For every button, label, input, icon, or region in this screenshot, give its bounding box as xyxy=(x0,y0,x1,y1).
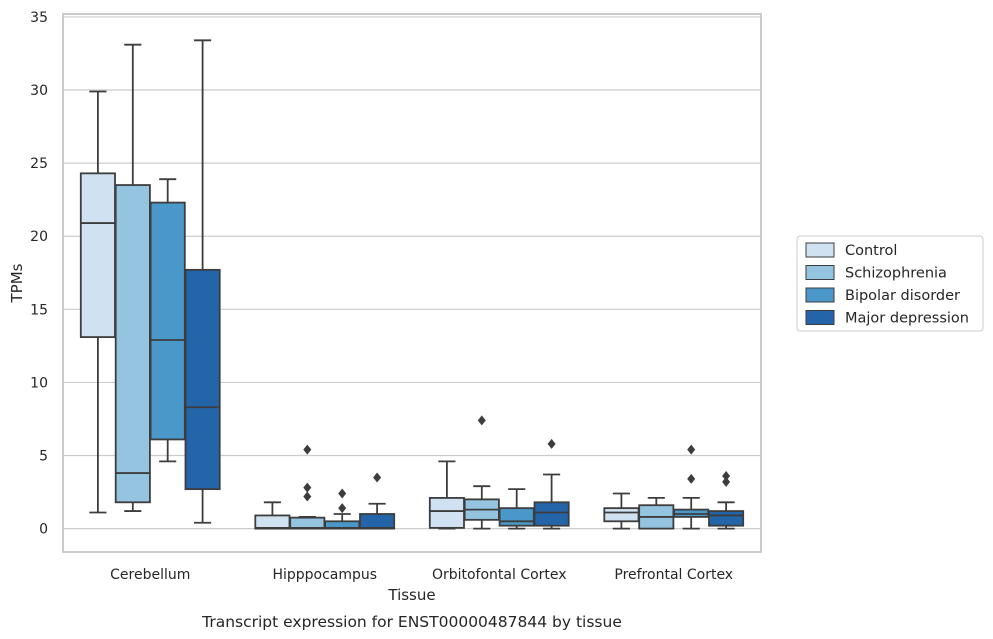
legend: Control Schizophrenia Bipolar disorder Majo… xyxy=(796,235,984,332)
outlier-marker xyxy=(687,444,696,455)
box xyxy=(254,514,291,530)
outlier-marker xyxy=(477,415,486,426)
box xyxy=(533,501,570,527)
box-group xyxy=(289,444,326,530)
legend-swatch xyxy=(805,310,835,325)
box xyxy=(114,184,151,504)
y-tick-label: 15 xyxy=(30,302,48,318)
legend-label: Major depression xyxy=(845,311,969,327)
box xyxy=(498,507,535,527)
box-group xyxy=(498,488,535,530)
boxes-layer xyxy=(79,39,745,530)
outlier-marker xyxy=(338,488,347,499)
y-tick-label: 20 xyxy=(30,229,48,245)
outlier-marker xyxy=(547,438,556,449)
legend-label: Control xyxy=(845,243,897,259)
outlier-marker xyxy=(303,491,312,502)
outlier-marker xyxy=(687,473,696,484)
box-group xyxy=(324,488,361,530)
x-tick-label: Hipppocampus xyxy=(272,567,377,583)
y-axis-title: TPMs xyxy=(8,263,26,303)
x-axis-ticks: Cerebellum Hipppocampus Orbitofontal Corte… xyxy=(110,567,733,583)
y-tick-label: 0 xyxy=(39,522,48,538)
box-group xyxy=(463,415,500,530)
legend-swatch xyxy=(805,287,835,303)
box-group xyxy=(184,39,221,524)
outlier-marker xyxy=(722,470,731,481)
outlier-marker xyxy=(373,472,382,483)
legend-swatch xyxy=(805,242,835,258)
box xyxy=(79,172,116,338)
x-tick-label: Prefrontal Cortex xyxy=(614,567,733,583)
box-group xyxy=(533,438,570,530)
box-group xyxy=(428,460,465,530)
y-tick-label: 30 xyxy=(30,83,48,99)
box-group xyxy=(638,497,675,530)
x-tick-label: Orbitofontal Cortex xyxy=(432,567,567,583)
box-group xyxy=(149,178,186,463)
box-group xyxy=(708,470,745,530)
legend-frame xyxy=(796,235,984,332)
outlier-marker xyxy=(303,482,312,493)
y-tick-label: 35 xyxy=(30,10,48,26)
legend-label: Schizophrenia xyxy=(845,266,947,282)
y-axis-ticks: 0 5 10 15 20 25 30 35 xyxy=(30,10,48,538)
box-group xyxy=(359,472,396,530)
box xyxy=(149,201,186,441)
box xyxy=(289,516,326,530)
outlier-marker xyxy=(303,444,312,455)
x-tick-label: Cerebellum xyxy=(110,567,190,583)
legend-label: Bipolar disorder xyxy=(845,288,960,304)
outlier-marker xyxy=(722,476,731,487)
box xyxy=(184,268,221,491)
box-group xyxy=(254,501,291,530)
plot-frame xyxy=(62,13,762,553)
chart-caption: Transcript expression for ENST0000048784… xyxy=(201,613,622,631)
box xyxy=(708,510,745,527)
box-group xyxy=(79,90,116,514)
y-tick-label: 10 xyxy=(30,375,48,391)
outlier-marker xyxy=(338,503,347,514)
box xyxy=(603,507,640,523)
legend-swatch xyxy=(805,265,835,280)
x-axis-title: Tissue xyxy=(387,586,435,604)
y-tick-label: 25 xyxy=(30,156,48,172)
box xyxy=(359,513,396,530)
y-tick-label: 5 xyxy=(39,449,48,465)
box xyxy=(428,497,465,529)
